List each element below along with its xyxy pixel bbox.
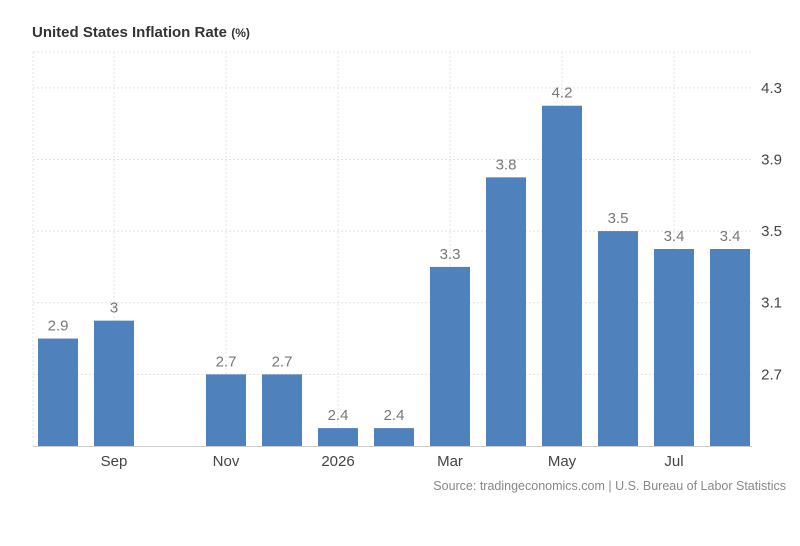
x-tick-label: Sep (101, 453, 128, 470)
chart-title: United States Inflation Rate (%) (32, 24, 250, 41)
bar-value-label: 3.3 (440, 246, 461, 263)
x-tick-label: Jul (664, 453, 683, 470)
bar-value-label: 3 (110, 300, 118, 317)
bar (206, 374, 246, 446)
y-axis-ticks: 2.7 3.1 3.5 3.9 4.3 (761, 80, 782, 384)
bar (374, 428, 414, 446)
bar (598, 231, 638, 446)
x-tick-label: Mar (437, 453, 463, 470)
bar-value-label: 4.2 (552, 85, 573, 102)
bar (318, 428, 358, 446)
bar (262, 374, 302, 446)
bar-value-label: 3.4 (720, 228, 741, 245)
grid-lines (32, 51, 752, 446)
x-tick-label: May (548, 453, 577, 470)
y-tick-label: 3.5 (761, 223, 782, 240)
chart-title-text: United States Inflation Rate (32, 24, 228, 41)
x-tick-label: 2026 (321, 453, 354, 470)
x-tick-label: Nov (213, 453, 240, 470)
bar-value-label: 2.7 (272, 353, 293, 370)
bars (38, 105, 750, 447)
chart-source: Source: tradingeconomics.com | U.S. Bure… (433, 479, 786, 493)
bar (486, 177, 526, 446)
bar-value-label: 2.9 (48, 318, 69, 335)
y-tick-label: 2.7 (761, 366, 782, 383)
data-labels: 2.9 3 2.7 2.7 2.4 2.4 3.3 3.8 4.2 3.5 3.4 3.4 (48, 85, 741, 424)
bar-value-label: 3.8 (496, 156, 517, 173)
bar-value-label: 3.4 (664, 228, 685, 245)
bar-value-label: 2.4 (328, 407, 349, 424)
bar-value-label: 2.4 (384, 407, 405, 424)
x-axis-ticks: Sep Nov 2026 Mar May Jul (101, 453, 684, 470)
bar (710, 249, 750, 446)
y-tick-label: 4.3 (761, 80, 782, 97)
chart-title-unit: (%) (231, 26, 250, 40)
y-tick-label: 3.9 (761, 151, 782, 168)
bar (430, 266, 470, 446)
bar (654, 249, 694, 446)
bar (542, 105, 582, 447)
bar-value-label: 3.5 (608, 210, 629, 227)
bar-value-label: 2.7 (216, 353, 237, 370)
bar (94, 320, 134, 446)
bar (38, 338, 78, 446)
y-tick-label: 3.1 (761, 295, 782, 312)
